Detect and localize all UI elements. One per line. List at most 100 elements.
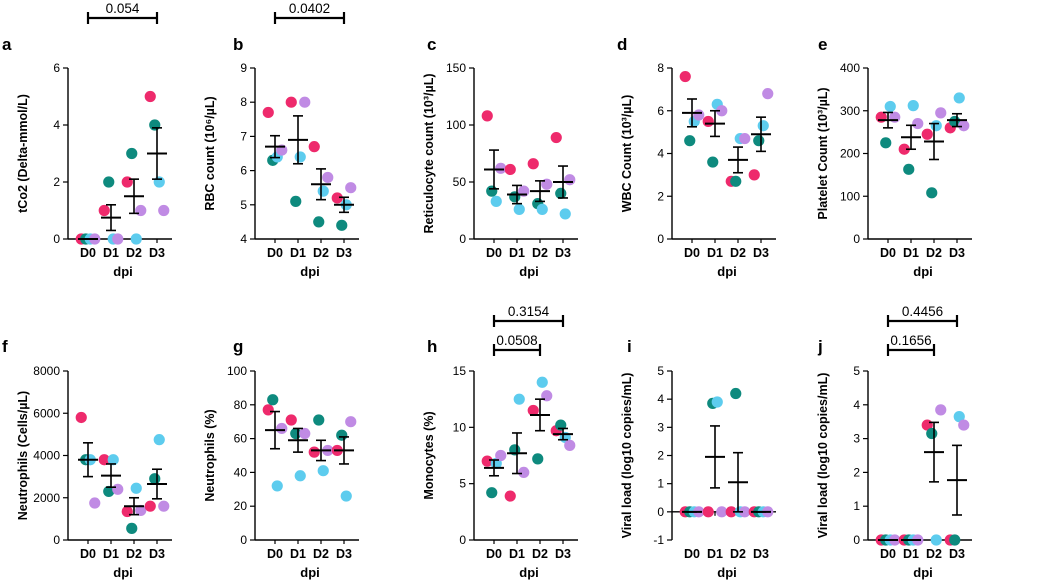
y-tick-label: 2	[657, 189, 664, 203]
data-point	[308, 141, 320, 153]
x-tick-label: D1	[290, 246, 306, 260]
data-point	[294, 151, 306, 163]
panel-label: j	[817, 337, 823, 356]
panel-b: b 4 5 6 7 8 9 D0 D1 D2 D3 dpi RBC count (10⁶/µL) 0.04…	[203, 1, 359, 279]
data-point	[126, 522, 138, 534]
x-tick-label: D2	[126, 246, 142, 260]
x-axis-label: dpi	[717, 264, 737, 279]
panel-label: i	[627, 337, 632, 356]
data-point	[130, 233, 142, 245]
x-tick-label: D3	[555, 547, 571, 561]
data-point	[285, 414, 297, 426]
data-point	[949, 534, 961, 546]
y-tick-label: 4	[240, 232, 247, 246]
x-tick-label: D3	[949, 547, 965, 561]
y-tick-label: 100	[227, 364, 247, 378]
data-point	[290, 195, 302, 207]
y-tick-label: 4000	[33, 449, 60, 463]
y-tick-label: 10	[453, 420, 467, 434]
x-axis-label: dpi	[113, 264, 133, 279]
data-point	[486, 487, 498, 499]
x-tick-label: D2	[730, 547, 746, 561]
panel-f: f 0 2000 4000 6000 8000 D0 D1 D2 D3 dpi Neutrophils…	[2, 337, 172, 580]
x-tick-label: D3	[555, 246, 571, 260]
data-point	[158, 204, 170, 217]
data-point	[532, 453, 544, 465]
data-point	[504, 490, 516, 502]
data-point	[527, 158, 539, 170]
panel-label: f	[2, 337, 8, 356]
data-point	[953, 92, 965, 104]
y-tick-label: 8	[240, 95, 247, 109]
panel-label: e	[818, 35, 827, 54]
x-axis-label: dpi	[913, 565, 933, 580]
y-tick-label: 5	[853, 364, 860, 378]
x-tick-label: D3	[149, 547, 165, 561]
y-tick-label: 4	[853, 398, 860, 412]
data-point	[313, 216, 325, 228]
y-tick-label: 20	[234, 499, 248, 513]
y-tick-label: 400	[840, 61, 860, 75]
data-point	[935, 404, 947, 416]
y-tick-label: 100	[446, 118, 466, 132]
y-tick-label: 0	[240, 533, 247, 547]
pvalue-label: 0.0508	[496, 333, 537, 348]
data-point	[762, 88, 774, 100]
y-tick-label: 4	[53, 118, 60, 132]
data-point	[550, 131, 562, 144]
data-point	[149, 473, 161, 485]
x-tick-label: D0	[486, 246, 502, 260]
y-tick-label: -1	[653, 533, 664, 547]
x-tick-label: D0	[486, 547, 502, 561]
data-point	[739, 132, 751, 145]
y-tick-label: 0	[459, 232, 466, 246]
y-tick-label: 5	[240, 198, 247, 212]
y-tick-label: 6	[240, 164, 247, 178]
x-tick-label: D3	[149, 246, 165, 260]
y-tick-label: 5	[459, 477, 466, 491]
x-tick-label: D1	[290, 547, 306, 561]
data-point	[513, 203, 525, 215]
panel-label: a	[2, 35, 12, 54]
pvalue-label: 0.0402	[289, 1, 330, 16]
y-tick-label: 300	[840, 104, 860, 118]
y-tick-label: 6000	[33, 406, 60, 420]
data-point	[308, 446, 320, 458]
x-tick-label: D0	[684, 547, 700, 561]
data-point	[730, 387, 742, 400]
y-tick-label: 2000	[33, 491, 60, 505]
y-axis-label: Neutrophils (Cells/µL)	[16, 391, 30, 520]
x-tick-label: D1	[707, 547, 723, 561]
data-point	[725, 506, 737, 518]
x-axis-label: dpi	[300, 264, 320, 279]
data-point	[89, 497, 101, 509]
data-point	[135, 204, 147, 217]
x-tick-label: D2	[532, 547, 548, 561]
y-tick-label: 0	[657, 232, 664, 246]
x-tick-label: D3	[336, 547, 352, 561]
x-tick-label: D2	[313, 547, 329, 561]
x-tick-label: D1	[103, 246, 119, 260]
y-tick-label: 50	[453, 175, 467, 189]
data-point	[75, 411, 87, 424]
data-point	[926, 427, 938, 440]
panel-d: d 0 2 4 6 8 D0 D1 D2 D3 dpi WBC Count (10³/µL)	[617, 35, 776, 279]
data-point	[958, 419, 970, 431]
y-tick-label: 2	[53, 175, 60, 189]
data-point	[903, 163, 915, 175]
data-point	[880, 137, 892, 149]
data-point	[299, 96, 311, 108]
data-point	[707, 156, 719, 168]
x-tick-label: D0	[267, 246, 283, 260]
x-tick-label: D1	[903, 246, 919, 260]
data-point	[153, 434, 165, 446]
x-tick-label: D2	[532, 246, 548, 260]
data-point	[126, 147, 138, 160]
y-tick-label: 9	[240, 61, 247, 75]
y-tick-label: 3	[853, 432, 860, 446]
data-point	[153, 176, 165, 188]
panel-label: d	[617, 35, 627, 54]
data-point	[481, 455, 493, 467]
pvalue-label: 0.054	[106, 1, 140, 16]
